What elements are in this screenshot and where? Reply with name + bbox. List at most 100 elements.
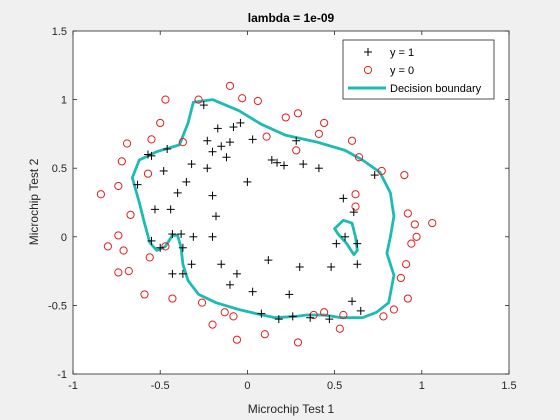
negative-point xyxy=(281,113,290,122)
negative-point xyxy=(197,298,207,307)
positive-point xyxy=(150,205,159,214)
negative-point xyxy=(114,181,123,191)
negative-point xyxy=(114,268,123,277)
negative-point xyxy=(351,190,360,199)
negative-point xyxy=(122,139,132,148)
negative-point xyxy=(354,153,364,162)
x-axis-label: Microchip Test 1 xyxy=(248,402,335,416)
negative-point xyxy=(412,232,421,241)
positive-point xyxy=(187,260,196,269)
y-axis-label: Microchip Test 2 xyxy=(27,158,41,245)
legend-label-positive: y = 1 xyxy=(390,47,414,59)
positive-point xyxy=(168,230,177,239)
y-tick-label: 0.5 xyxy=(52,163,67,175)
positive-point xyxy=(178,243,187,252)
negative-point xyxy=(161,242,170,251)
negative-point xyxy=(220,308,229,317)
positive-point xyxy=(147,236,156,245)
decision-boundary-curve xyxy=(333,218,359,257)
positive-point xyxy=(208,191,217,200)
positive-point xyxy=(353,239,362,248)
negative-point xyxy=(351,202,360,211)
negative-point xyxy=(320,118,329,128)
negative-point xyxy=(292,146,301,155)
negative-point xyxy=(96,190,106,199)
legend-marker-circle-icon xyxy=(363,65,373,75)
negative-point xyxy=(161,95,170,104)
positive-point xyxy=(217,142,226,151)
positive-point xyxy=(213,124,222,133)
negative-point xyxy=(168,294,177,303)
negative-point xyxy=(117,157,126,166)
positive-points xyxy=(133,101,379,324)
negative-point xyxy=(260,330,269,339)
positive-point xyxy=(299,160,308,169)
positive-point xyxy=(187,160,196,169)
negative-point xyxy=(156,118,165,128)
positive-point xyxy=(199,101,208,110)
positive-point xyxy=(208,232,217,241)
negative-point xyxy=(347,136,357,145)
positive-point xyxy=(189,232,198,241)
negative-point xyxy=(253,96,262,106)
negative-point xyxy=(335,324,344,333)
negative-point xyxy=(389,305,398,314)
negative-point xyxy=(145,253,154,262)
negative-point xyxy=(232,335,242,344)
positive-point xyxy=(212,212,221,221)
negative-point xyxy=(147,135,156,144)
negative-point xyxy=(143,169,153,178)
negative-points xyxy=(96,81,437,347)
x-tick-label: 0.5 xyxy=(327,380,342,392)
positive-point xyxy=(243,177,252,186)
negative-point xyxy=(124,267,133,276)
positive-point xyxy=(327,262,336,271)
negative-point xyxy=(396,273,405,283)
y-tick-label: 1 xyxy=(61,95,67,107)
positive-point xyxy=(314,164,323,173)
positive-point xyxy=(332,239,341,248)
positive-point xyxy=(339,194,348,203)
positive-point xyxy=(285,290,294,299)
negative-point xyxy=(403,294,412,303)
x-axis: -1 -0.5 0 0.5 1 1.5 xyxy=(68,31,517,392)
axes-box xyxy=(72,30,510,375)
negative-point xyxy=(293,109,303,118)
negative-point xyxy=(194,95,203,104)
positive-point xyxy=(159,166,168,175)
legend: y = 1 y = 0 Decision boundary xyxy=(342,39,495,100)
positive-point xyxy=(257,309,266,318)
positive-point xyxy=(248,135,257,144)
positive-point xyxy=(267,155,276,164)
negative-point xyxy=(410,220,419,229)
negative-point xyxy=(407,239,416,248)
positive-point xyxy=(348,297,357,306)
negative-point xyxy=(320,308,329,317)
negative-point xyxy=(403,209,412,218)
positive-point xyxy=(133,180,142,189)
y-axis: -1 -0.5 0 0.5 1 1.5 xyxy=(48,26,509,381)
negative-point xyxy=(262,132,271,141)
positive-point xyxy=(203,164,212,173)
negative-point xyxy=(178,138,187,147)
negative-point xyxy=(114,231,123,240)
positive-point xyxy=(178,269,187,278)
x-tick-label: -1 xyxy=(68,380,78,392)
positive-point xyxy=(273,158,282,167)
negative-point xyxy=(225,81,235,90)
positive-point xyxy=(325,315,334,324)
positive-point xyxy=(264,256,273,265)
x-tick-label: -0.5 xyxy=(151,380,170,392)
positive-point xyxy=(280,161,289,170)
negative-point xyxy=(126,210,135,219)
x-tick-label: 0 xyxy=(244,380,250,392)
negative-point xyxy=(400,170,409,180)
positive-point xyxy=(217,260,226,269)
y-tick-label: -1 xyxy=(57,369,67,381)
y-tick-label: 1.5 xyxy=(52,26,67,38)
positive-point xyxy=(163,144,172,153)
positive-point xyxy=(173,188,182,197)
negative-point xyxy=(140,290,149,299)
positive-point xyxy=(143,150,152,159)
positive-point xyxy=(236,118,245,127)
